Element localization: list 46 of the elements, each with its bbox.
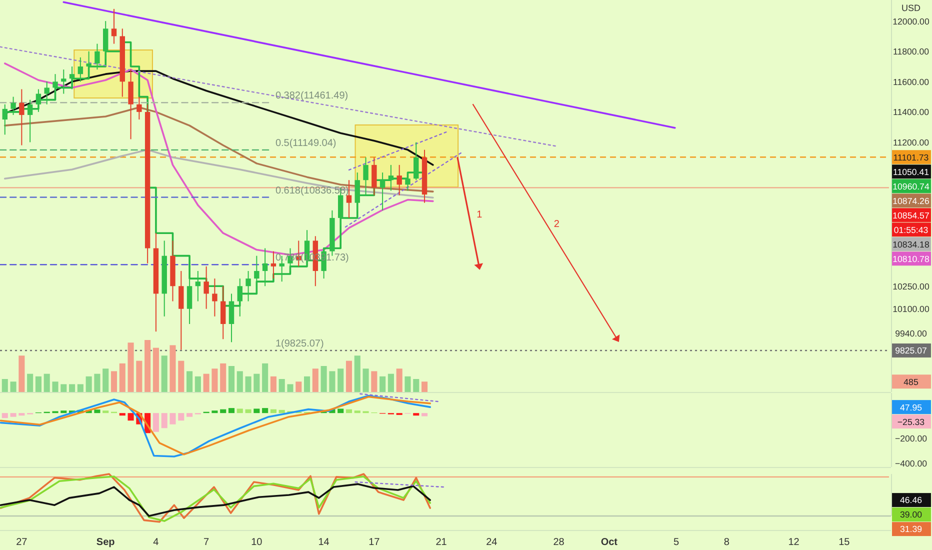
text: 10960.74	[892, 181, 930, 192]
text: 31.39	[900, 524, 922, 534]
x-tick-label: 15	[838, 537, 850, 548]
text: 10874.26	[892, 196, 930, 206]
y-tick-label: −400.00	[894, 458, 928, 468]
text: 01:55:43	[894, 224, 928, 235]
x-tick-label: 12	[788, 537, 800, 548]
text: 10834.18	[892, 239, 930, 250]
x-tick-label: 17	[368, 537, 380, 548]
y-tick-label: 10250.00	[892, 281, 930, 292]
x-tick-label: 27	[16, 537, 28, 548]
x-tick-label: Oct	[600, 537, 618, 548]
x-tick-label: Sep	[96, 537, 115, 548]
annotation: 2	[554, 219, 560, 230]
x-tick-label: 4	[153, 537, 160, 548]
x-tick-label: 24	[486, 537, 498, 548]
text: 47.95	[900, 402, 922, 412]
annotation: 0.5(11149.04)	[275, 138, 336, 149]
y-tick-label: 10100.00	[892, 304, 930, 314]
x-tick-label: 14	[318, 537, 330, 548]
text: 11050.41	[892, 166, 930, 177]
text: 46.46	[900, 495, 922, 506]
y-tick-label: 11200.00	[892, 137, 930, 148]
x-tick-label: 8	[724, 537, 730, 548]
annotation: 0.382(11461.49)	[275, 90, 348, 102]
ref-line-label: 11101.73	[893, 152, 929, 162]
x-tick-label: 7	[204, 537, 210, 548]
x-tick-label: 10	[251, 537, 263, 548]
y-tick-label: 11600.00	[892, 76, 930, 87]
y-tick-label: 11800.00	[892, 46, 930, 57]
y-tick-label: −200.00	[894, 433, 928, 444]
text: 39.00	[900, 510, 922, 520]
text: −25.33	[897, 416, 925, 427]
x-tick-label: 5	[674, 537, 680, 548]
annotation: 1	[476, 209, 483, 220]
text: 485	[904, 376, 918, 387]
text: USD	[901, 3, 921, 13]
x-tick-label: 28	[553, 537, 565, 548]
x-tick-label: 21	[436, 537, 448, 548]
text: 10810.78	[892, 254, 930, 264]
y-tick-label: 9940.00	[895, 328, 927, 338]
y-tick-label: 12000.00	[892, 16, 930, 26]
ref-line-label: 9825.07	[895, 346, 927, 356]
text: 10854.57	[892, 210, 930, 220]
annotation: 1(9825.07)	[275, 338, 324, 350]
y-tick-label: 11400.00	[892, 107, 930, 118]
